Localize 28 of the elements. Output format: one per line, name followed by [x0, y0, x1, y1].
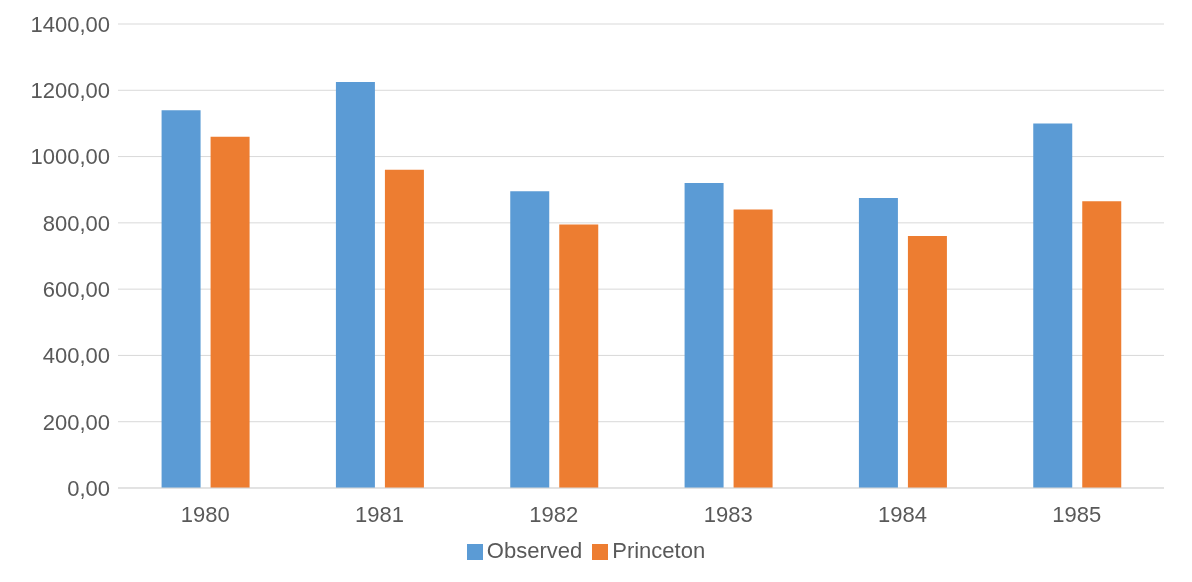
x-tick-label: 1981	[355, 501, 404, 527]
bar	[733, 209, 773, 488]
x-tick-label: 1985	[1052, 501, 1102, 527]
bar	[907, 236, 947, 488]
y-tick-label: 0,00	[67, 475, 110, 501]
x-tick-label: 1980	[180, 501, 230, 527]
bar	[858, 198, 898, 488]
y-tick-label: 1400,00	[30, 11, 110, 37]
bar	[1033, 123, 1073, 488]
bar	[384, 169, 424, 488]
y-tick-label: 400,00	[42, 343, 110, 369]
y-tick-label: 1000,00	[30, 144, 110, 170]
y-tick-label: 600,00	[42, 276, 110, 302]
bar	[1082, 201, 1122, 488]
y-tick-label: 800,00	[42, 210, 110, 236]
x-tick-label: 1983	[703, 501, 753, 527]
bar	[210, 136, 250, 488]
bar	[335, 82, 375, 488]
bar	[161, 110, 201, 488]
bar	[684, 183, 724, 488]
y-tick-label: 1200,00	[30, 78, 110, 104]
x-tick-label: 1984	[878, 501, 927, 527]
x-tick-label: 1982	[529, 501, 579, 527]
y-tick-label: 200,00	[42, 409, 110, 435]
legend-label: Observed	[486, 538, 583, 563]
legend-label: Princeton	[612, 538, 706, 563]
bar	[559, 224, 599, 488]
bar	[510, 191, 550, 488]
